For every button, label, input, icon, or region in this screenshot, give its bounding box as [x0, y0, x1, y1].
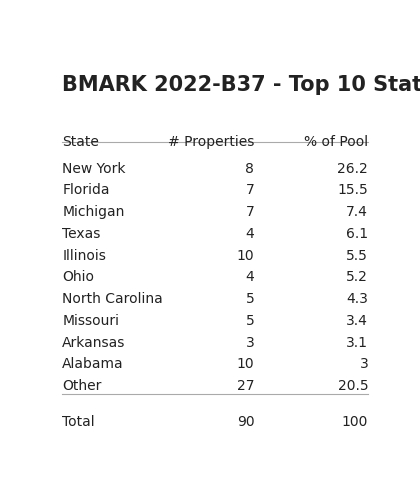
- Text: 7.4: 7.4: [346, 205, 368, 219]
- Text: 90: 90: [237, 415, 255, 430]
- Text: New York: New York: [62, 162, 126, 175]
- Text: 100: 100: [342, 415, 368, 430]
- Text: 4.3: 4.3: [346, 292, 368, 306]
- Text: Florida: Florida: [62, 183, 110, 197]
- Text: 26.2: 26.2: [338, 162, 368, 175]
- Text: 20.5: 20.5: [338, 379, 368, 393]
- Text: BMARK 2022-B37 - Top 10 States: BMARK 2022-B37 - Top 10 States: [62, 75, 420, 95]
- Text: 10: 10: [237, 357, 255, 371]
- Text: 5.5: 5.5: [346, 248, 368, 262]
- Text: 3.4: 3.4: [346, 314, 368, 328]
- Text: Other: Other: [62, 379, 102, 393]
- Text: Alabama: Alabama: [62, 357, 124, 371]
- Text: 5: 5: [246, 292, 255, 306]
- Text: 4: 4: [246, 227, 255, 241]
- Text: 3: 3: [246, 336, 255, 350]
- Text: 5: 5: [246, 314, 255, 328]
- Text: 4: 4: [246, 270, 255, 284]
- Text: # Properties: # Properties: [168, 135, 255, 150]
- Text: 8: 8: [245, 162, 255, 175]
- Text: 7: 7: [246, 183, 255, 197]
- Text: 6.1: 6.1: [346, 227, 368, 241]
- Text: 5.2: 5.2: [346, 270, 368, 284]
- Text: % of Pool: % of Pool: [304, 135, 368, 150]
- Text: State: State: [62, 135, 99, 150]
- Text: 15.5: 15.5: [338, 183, 368, 197]
- Text: 7: 7: [246, 205, 255, 219]
- Text: Total: Total: [62, 415, 95, 430]
- Text: Arkansas: Arkansas: [62, 336, 126, 350]
- Text: Illinois: Illinois: [62, 248, 106, 262]
- Text: 10: 10: [237, 248, 255, 262]
- Text: 3: 3: [360, 357, 368, 371]
- Text: Missouri: Missouri: [62, 314, 119, 328]
- Text: North Carolina: North Carolina: [62, 292, 163, 306]
- Text: 3.1: 3.1: [346, 336, 368, 350]
- Text: Ohio: Ohio: [62, 270, 94, 284]
- Text: Texas: Texas: [62, 227, 101, 241]
- Text: Michigan: Michigan: [62, 205, 125, 219]
- Text: 27: 27: [237, 379, 255, 393]
